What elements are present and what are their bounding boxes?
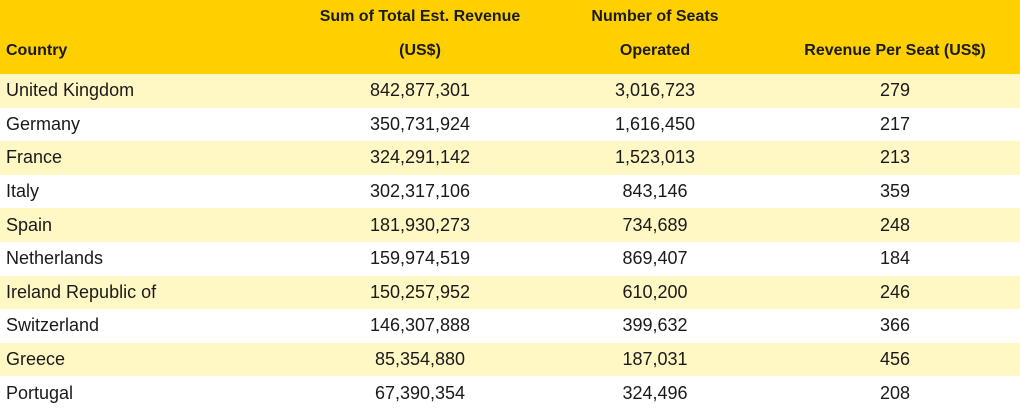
table-cell: Ireland Republic of — [6, 281, 157, 302]
table-cell: 246 — [879, 281, 911, 302]
table-cell: 3,016,723 — [614, 80, 696, 101]
table-row: United Kingdom 842,877,301 3,016,723 279 — [0, 74, 1020, 108]
table-cell: United Kingdom — [6, 80, 135, 101]
header-text: Revenue Per Seat (US$) — [804, 42, 986, 59]
table-cell: 843,146 — [622, 181, 688, 202]
table-cell: France — [6, 147, 63, 168]
header-cell: Sum of Total Est. Revenue (US$) — [300, 0, 540, 74]
table-cell: 324,291,142 — [369, 147, 471, 168]
table-row: Switzerland 146,307,888 399,632 366 — [0, 309, 1020, 343]
header-cell: Country — [0, 0, 300, 74]
table-row: Italy 302,317,106 843,146 359 — [0, 175, 1020, 209]
table-cell: Switzerland — [6, 315, 100, 336]
table-row: Greece 85,354,880 187,031 456 — [0, 342, 1020, 377]
table-cell: 302,317,106 — [369, 181, 471, 202]
table-cell: 399,632 — [622, 315, 688, 336]
table-row: Netherlands 159,974,519 869,407 184 — [0, 242, 1020, 276]
table-cell: 85,354,880 — [374, 349, 466, 370]
header-cell: Number of Seats Operated — [540, 0, 770, 74]
table-cell: 366 — [879, 315, 911, 336]
table-row: Ireland Republic of 150,257,952 610,200 246 — [0, 275, 1020, 310]
header-cell: Revenue Per Seat (US$) — [770, 0, 1020, 74]
table-cell: 213 — [879, 147, 911, 168]
header-row: Country Sum of Total Est. Revenue (US$) Nu… — [0, 0, 1020, 74]
table-cell: 359 — [879, 181, 911, 202]
table-row: Portugal 67,390,354 324,496 208 — [0, 376, 1020, 410]
table-cell: Netherlands — [6, 248, 104, 269]
table-cell: 1,616,450 — [614, 113, 696, 134]
table-cell: Portugal — [6, 382, 74, 403]
table-row: France 324,291,142 1,523,013 213 — [0, 141, 1020, 175]
table-cell: 279 — [879, 80, 911, 101]
table-header: Country Sum of Total Est. Revenue (US$) Nu… — [0, 0, 1020, 74]
table-cell: Italy — [6, 181, 40, 202]
table-body: United Kingdom 842,877,301 3,016,723 279 Ger… — [0, 74, 1020, 410]
table-cell: 67,390,354 — [374, 382, 466, 403]
table-cell: 187,031 — [622, 349, 688, 370]
table-cell: 350,731,924 — [369, 113, 471, 134]
table-cell: 150,257,952 — [369, 281, 471, 302]
table-cell: Spain — [6, 214, 53, 235]
table-cell: 456 — [879, 349, 911, 370]
table-row: Spain 181,930,273 734,689 248 — [0, 208, 1020, 242]
table-cell: 1,523,013 — [614, 147, 696, 168]
table-cell: 181,930,273 — [369, 214, 471, 235]
table-cell: Greece — [6, 349, 66, 370]
table-cell: 248 — [879, 214, 911, 235]
table-cell: 610,200 — [622, 281, 688, 302]
table-cell: 184 — [879, 248, 911, 269]
table-cell: 324,496 — [622, 382, 688, 403]
table-cell: 146,307,888 — [369, 315, 471, 336]
table-cell: 842,877,301 — [369, 80, 471, 101]
table-cell: 869,407 — [622, 248, 688, 269]
header-text: Country — [6, 42, 68, 59]
table-cell: 159,974,519 — [369, 248, 471, 269]
table-cell: 217 — [879, 113, 911, 134]
table-cell: Germany — [6, 113, 81, 134]
table-cell: 208 — [879, 382, 911, 403]
table-row: Germany 350,731,924 1,616,450 217 — [0, 108, 1020, 142]
table-cell: 734,689 — [622, 214, 688, 235]
header-text: Sum of Total Est. Revenue (US$) — [319, 8, 521, 59]
header-text: Number of Seats Operated — [591, 8, 719, 59]
